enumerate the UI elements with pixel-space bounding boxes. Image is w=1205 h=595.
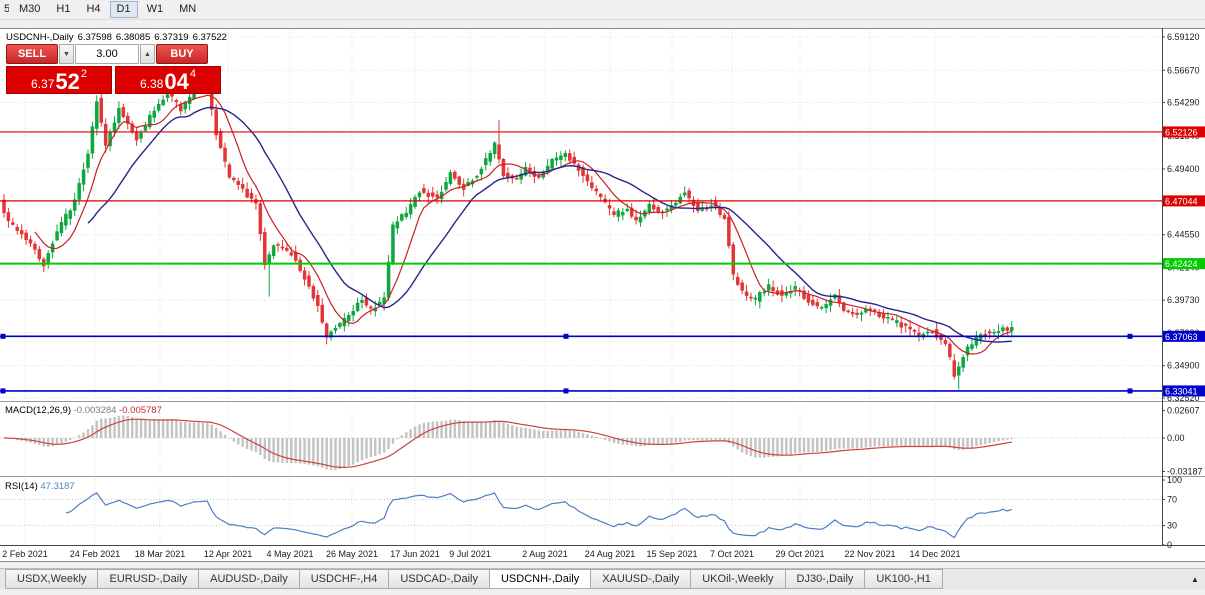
svg-text:26 May 2021: 26 May 2021 <box>326 549 378 559</box>
svg-text:6.32520: 6.32520 <box>1167 393 1200 403</box>
sell-price-pips: 52 <box>55 69 80 95</box>
macd-indicator-label: MACD(12,26,9) -0.003284 -0.005787 <box>5 405 162 416</box>
sell-price-small: 6.37 <box>31 77 55 91</box>
svg-text:6.52126: 6.52126 <box>1165 127 1198 137</box>
chart-symbol-title: USDCNH-,Daily <box>6 32 74 43</box>
buy-price-fraction: 4 <box>189 68 196 80</box>
chart-tab-dj30-daily[interactable]: DJ30-,Daily <box>785 569 866 589</box>
price-chart-canvas[interactable]: 6.591206.566706.542906.518406.494006.469… <box>0 28 1205 562</box>
macd-axis: 0.02607 0.00 -0.03187 <box>1162 406 1203 476</box>
rsi-indicator-label: RSI(14) 47.3187 <box>5 481 75 492</box>
svg-text:14 Dec 2021: 14 Dec 2021 <box>909 549 960 559</box>
volume-decrease-button[interactable]: ▼ <box>59 44 74 64</box>
tab-scroll-up-button[interactable]: ▲ <box>1188 573 1202 586</box>
svg-text:22 Nov 2021: 22 Nov 2021 <box>844 549 895 559</box>
svg-text:0.00: 0.00 <box>1167 433 1185 443</box>
horizontal-lines-layer <box>0 131 1162 394</box>
timeframe-toolbar: 5 M30 H1 H4 D1 W1 MN <box>0 0 1205 20</box>
timeframe-button-d1[interactable]: D1 <box>109 1 138 18</box>
sell-price-display[interactable]: 6.37 52 2 <box>6 66 112 94</box>
ohlc-high: 6.38085 <box>115 32 151 43</box>
chart-tab-eurusd-daily[interactable]: EURUSD-,Daily <box>98 569 200 589</box>
svg-text:6.44550: 6.44550 <box>1167 230 1200 240</box>
svg-text:6.34900: 6.34900 <box>1167 361 1200 371</box>
svg-text:6.54290: 6.54290 <box>1167 98 1200 108</box>
svg-text:15 Sep 2021: 15 Sep 2021 <box>646 549 697 559</box>
trade-prices-row: 6.37 52 2 6.38 04 4 <box>6 66 226 94</box>
svg-text:0.02607: 0.02607 <box>1167 406 1200 416</box>
svg-text:6.37063: 6.37063 <box>1165 332 1198 342</box>
buy-price-display[interactable]: 6.38 04 4 <box>115 66 221 94</box>
macd-signal-value: -0.005787 <box>119 405 162 416</box>
volume-input[interactable] <box>75 44 139 64</box>
buy-price-pips: 04 <box>164 69 189 95</box>
date-axis: 2 Feb 2021 24 Feb 2021 18 Mar 2021 12 Apr 2… <box>2 549 960 559</box>
chart-tab-usdcnh-daily[interactable]: USDCNH-,Daily <box>489 569 592 589</box>
svg-text:0: 0 <box>1167 540 1172 550</box>
svg-text:6.47044: 6.47044 <box>1165 196 1198 206</box>
grid-layer <box>0 29 1162 545</box>
svg-text:-0.03187: -0.03187 <box>1167 466 1203 476</box>
chart-tab-xauusd-daily[interactable]: XAUUSD-,Daily <box>591 569 692 589</box>
chart-window[interactable]: 6.591206.566706.542906.518406.494006.469… <box>0 28 1205 562</box>
timeframe-button-w1[interactable]: W1 <box>140 1 171 18</box>
svg-text:17 Jun 2021: 17 Jun 2021 <box>390 549 440 559</box>
macd-title-text: MACD(12,26,9) <box>5 405 71 416</box>
svg-text:4 May 2021: 4 May 2021 <box>266 549 313 559</box>
chart-tab-usdcad-daily[interactable]: USDCAD-,Daily <box>389 569 490 589</box>
volume-increase-button[interactable]: ▲ <box>140 44 155 64</box>
price-badges: 6.52126 6.47044 6.42424 6.37063 6.33041 <box>1163 126 1205 397</box>
svg-text:7 Oct 2021: 7 Oct 2021 <box>710 549 754 559</box>
svg-text:70: 70 <box>1167 495 1177 505</box>
svg-text:18 Mar 2021: 18 Mar 2021 <box>135 549 186 559</box>
svg-text:24 Aug 2021: 24 Aug 2021 <box>585 549 636 559</box>
svg-text:12 Apr 2021: 12 Apr 2021 <box>204 549 253 559</box>
svg-text:29 Oct 2021: 29 Oct 2021 <box>775 549 824 559</box>
svg-text:6.56670: 6.56670 <box>1167 65 1200 75</box>
svg-text:30: 30 <box>1167 521 1177 531</box>
chart-tab-uk100-h1[interactable]: UK100-,H1 <box>865 569 943 589</box>
timeframe-button-m30[interactable]: M30 <box>12 1 47 18</box>
svg-text:6.39730: 6.39730 <box>1167 295 1200 305</box>
macd-layer <box>0 415 1162 470</box>
chart-tabs-bar: USDX,Weekly EURUSD-,Daily AUDUSD-,Daily USD… <box>0 568 1205 589</box>
svg-text:6.42424: 6.42424 <box>1165 259 1198 269</box>
timeframe-button-5[interactable]: 5 <box>1 1 10 18</box>
pane-borders-layer <box>0 28 1205 562</box>
timeframe-button-mn[interactable]: MN <box>172 1 203 18</box>
chart-ohlc-header: USDCNH-,Daily 6.37598 6.38085 6.37319 6.3752… <box>6 32 231 43</box>
one-click-trading-widget: SELL ▼ ▲ BUY 6.37 52 2 6.38 04 4 <box>6 44 226 94</box>
chart-tab-usdx-weekly[interactable]: USDX,Weekly <box>5 569 99 589</box>
svg-text:6.59120: 6.59120 <box>1167 32 1200 42</box>
svg-text:2 Aug 2021: 2 Aug 2021 <box>522 549 568 559</box>
svg-text:9 Jul 2021: 9 Jul 2021 <box>449 549 491 559</box>
svg-text:6.49400: 6.49400 <box>1167 164 1200 174</box>
svg-text:2 Feb 2021: 2 Feb 2021 <box>2 549 48 559</box>
rsi-layer <box>0 492 1162 539</box>
timeframe-button-h1[interactable]: H1 <box>49 1 77 18</box>
rsi-axis: 100 70 30 0 <box>1162 475 1182 550</box>
ohlc-open: 6.37598 <box>77 32 112 43</box>
rsi-title-text: RSI(14) <box>5 481 38 492</box>
svg-text:100: 100 <box>1167 475 1182 485</box>
svg-text:6.33041: 6.33041 <box>1165 386 1198 396</box>
chart-tab-usdchf-h4[interactable]: USDCHF-,H4 <box>299 569 390 589</box>
rsi-value: 47.3187 <box>40 481 75 492</box>
ohlc-close: 6.37522 <box>192 32 227 43</box>
chart-tab-ukoil-weekly[interactable]: UKOil-,Weekly <box>691 569 786 589</box>
moving-averages-layer <box>34 94 1012 355</box>
sell-price-fraction: 2 <box>80 68 87 80</box>
ohlc-low: 6.37319 <box>154 32 189 43</box>
buy-button[interactable]: BUY <box>156 44 208 64</box>
chart-tab-audusd-daily[interactable]: AUDUSD-,Daily <box>199 569 300 589</box>
macd-main-value: -0.003284 <box>73 405 117 416</box>
trade-controls-row: SELL ▼ ▲ BUY <box>6 44 226 64</box>
svg-text:24 Feb 2021: 24 Feb 2021 <box>70 549 121 559</box>
sell-button[interactable]: SELL <box>6 44 58 64</box>
timeframe-button-h4[interactable]: H4 <box>79 1 107 18</box>
buy-price-small: 6.38 <box>140 77 164 91</box>
